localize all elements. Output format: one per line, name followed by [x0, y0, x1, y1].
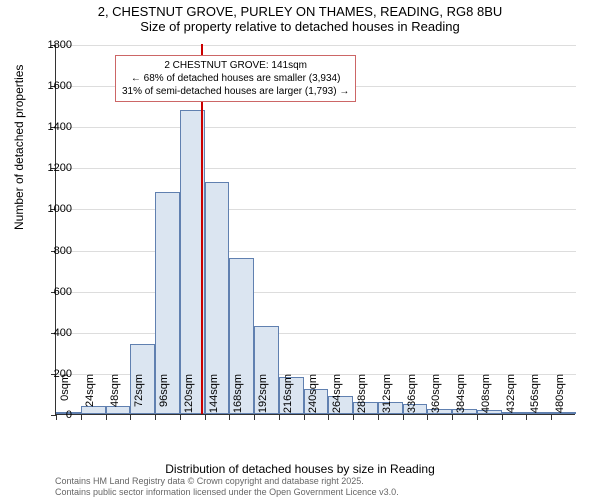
- xtick-label: 480sqm: [554, 374, 566, 413]
- xtick-mark: [403, 415, 404, 420]
- annotation-line: ← 68% of detached houses are smaller (3,…: [122, 72, 349, 85]
- annotation-line: 31% of semi-detached houses are larger (…: [122, 85, 349, 98]
- xtick-mark: [81, 415, 82, 420]
- xtick-label: 456sqm: [529, 374, 541, 413]
- ytick-label: 800: [32, 245, 72, 257]
- title-line-1: 2, CHESTNUT GROVE, PURLEY ON THAMES, REA…: [0, 4, 600, 19]
- xtick-label: 360sqm: [430, 374, 442, 413]
- xtick-label: 120sqm: [183, 374, 195, 413]
- xtick-mark: [477, 415, 478, 420]
- gridline: [56, 292, 576, 293]
- y-axis-label: Number of detached properties: [12, 65, 26, 230]
- xtick-mark: [427, 415, 428, 420]
- xtick-mark: [378, 415, 379, 420]
- annotation-line: 2 CHESTNUT GROVE: 141sqm: [122, 59, 349, 72]
- gridline: [56, 127, 576, 128]
- chart-plot: 2 CHESTNUT GROVE: 141sqm← 68% of detache…: [55, 45, 575, 415]
- annotation-box: 2 CHESTNUT GROVE: 141sqm← 68% of detache…: [115, 55, 356, 102]
- ytick-label: 1200: [32, 162, 72, 174]
- xtick-label: 0sqm: [59, 374, 71, 401]
- xtick-label: 264sqm: [331, 374, 343, 413]
- ytick-label: 1800: [32, 39, 72, 51]
- ytick-label: 0: [32, 409, 72, 421]
- xtick-label: 288sqm: [356, 374, 368, 413]
- xtick-mark: [180, 415, 181, 420]
- xtick-label: 216sqm: [282, 374, 294, 413]
- xtick-mark: [229, 415, 230, 420]
- xtick-mark: [205, 415, 206, 420]
- xtick-label: 96sqm: [158, 374, 170, 407]
- footer-attribution: Contains HM Land Registry data © Crown c…: [55, 476, 399, 498]
- ytick-label: 1000: [32, 203, 72, 215]
- xtick-mark: [279, 415, 280, 420]
- gridline: [56, 251, 576, 252]
- histogram-bar: [106, 406, 131, 414]
- ytick-label: 400: [32, 327, 72, 339]
- gridline: [56, 45, 576, 46]
- xtick-mark: [502, 415, 503, 420]
- gridline: [56, 168, 576, 169]
- xtick-mark: [304, 415, 305, 420]
- xtick-mark: [353, 415, 354, 420]
- chart-title: 2, CHESTNUT GROVE, PURLEY ON THAMES, REA…: [0, 4, 600, 34]
- xtick-mark: [452, 415, 453, 420]
- xtick-label: 144sqm: [208, 374, 220, 413]
- title-line-2: Size of property relative to detached ho…: [0, 19, 600, 34]
- ytick-label: 1400: [32, 121, 72, 133]
- xtick-mark: [155, 415, 156, 420]
- xtick-label: 192sqm: [257, 374, 269, 413]
- xtick-label: 432sqm: [505, 374, 517, 413]
- xtick-mark: [526, 415, 527, 420]
- xtick-mark: [551, 415, 552, 420]
- xtick-label: 72sqm: [133, 374, 145, 407]
- xtick-label: 312sqm: [381, 374, 393, 413]
- ytick-label: 600: [32, 286, 72, 298]
- xtick-mark: [130, 415, 131, 420]
- footer-line-2: Contains public sector information licen…: [55, 487, 399, 498]
- gridline: [56, 333, 576, 334]
- xtick-label: 336sqm: [406, 374, 418, 413]
- ytick-label: 1600: [32, 80, 72, 92]
- xtick-label: 48sqm: [109, 374, 121, 407]
- xtick-mark: [254, 415, 255, 420]
- xtick-label: 408sqm: [480, 374, 492, 413]
- xtick-label: 240sqm: [307, 374, 319, 413]
- xtick-label: 24sqm: [84, 374, 96, 407]
- xtick-mark: [328, 415, 329, 420]
- xtick-label: 168sqm: [232, 374, 244, 413]
- gridline: [56, 209, 576, 210]
- xtick-label: 384sqm: [455, 374, 467, 413]
- x-axis-label: Distribution of detached houses by size …: [0, 462, 600, 476]
- xtick-mark: [106, 415, 107, 420]
- footer-line-1: Contains HM Land Registry data © Crown c…: [55, 476, 399, 487]
